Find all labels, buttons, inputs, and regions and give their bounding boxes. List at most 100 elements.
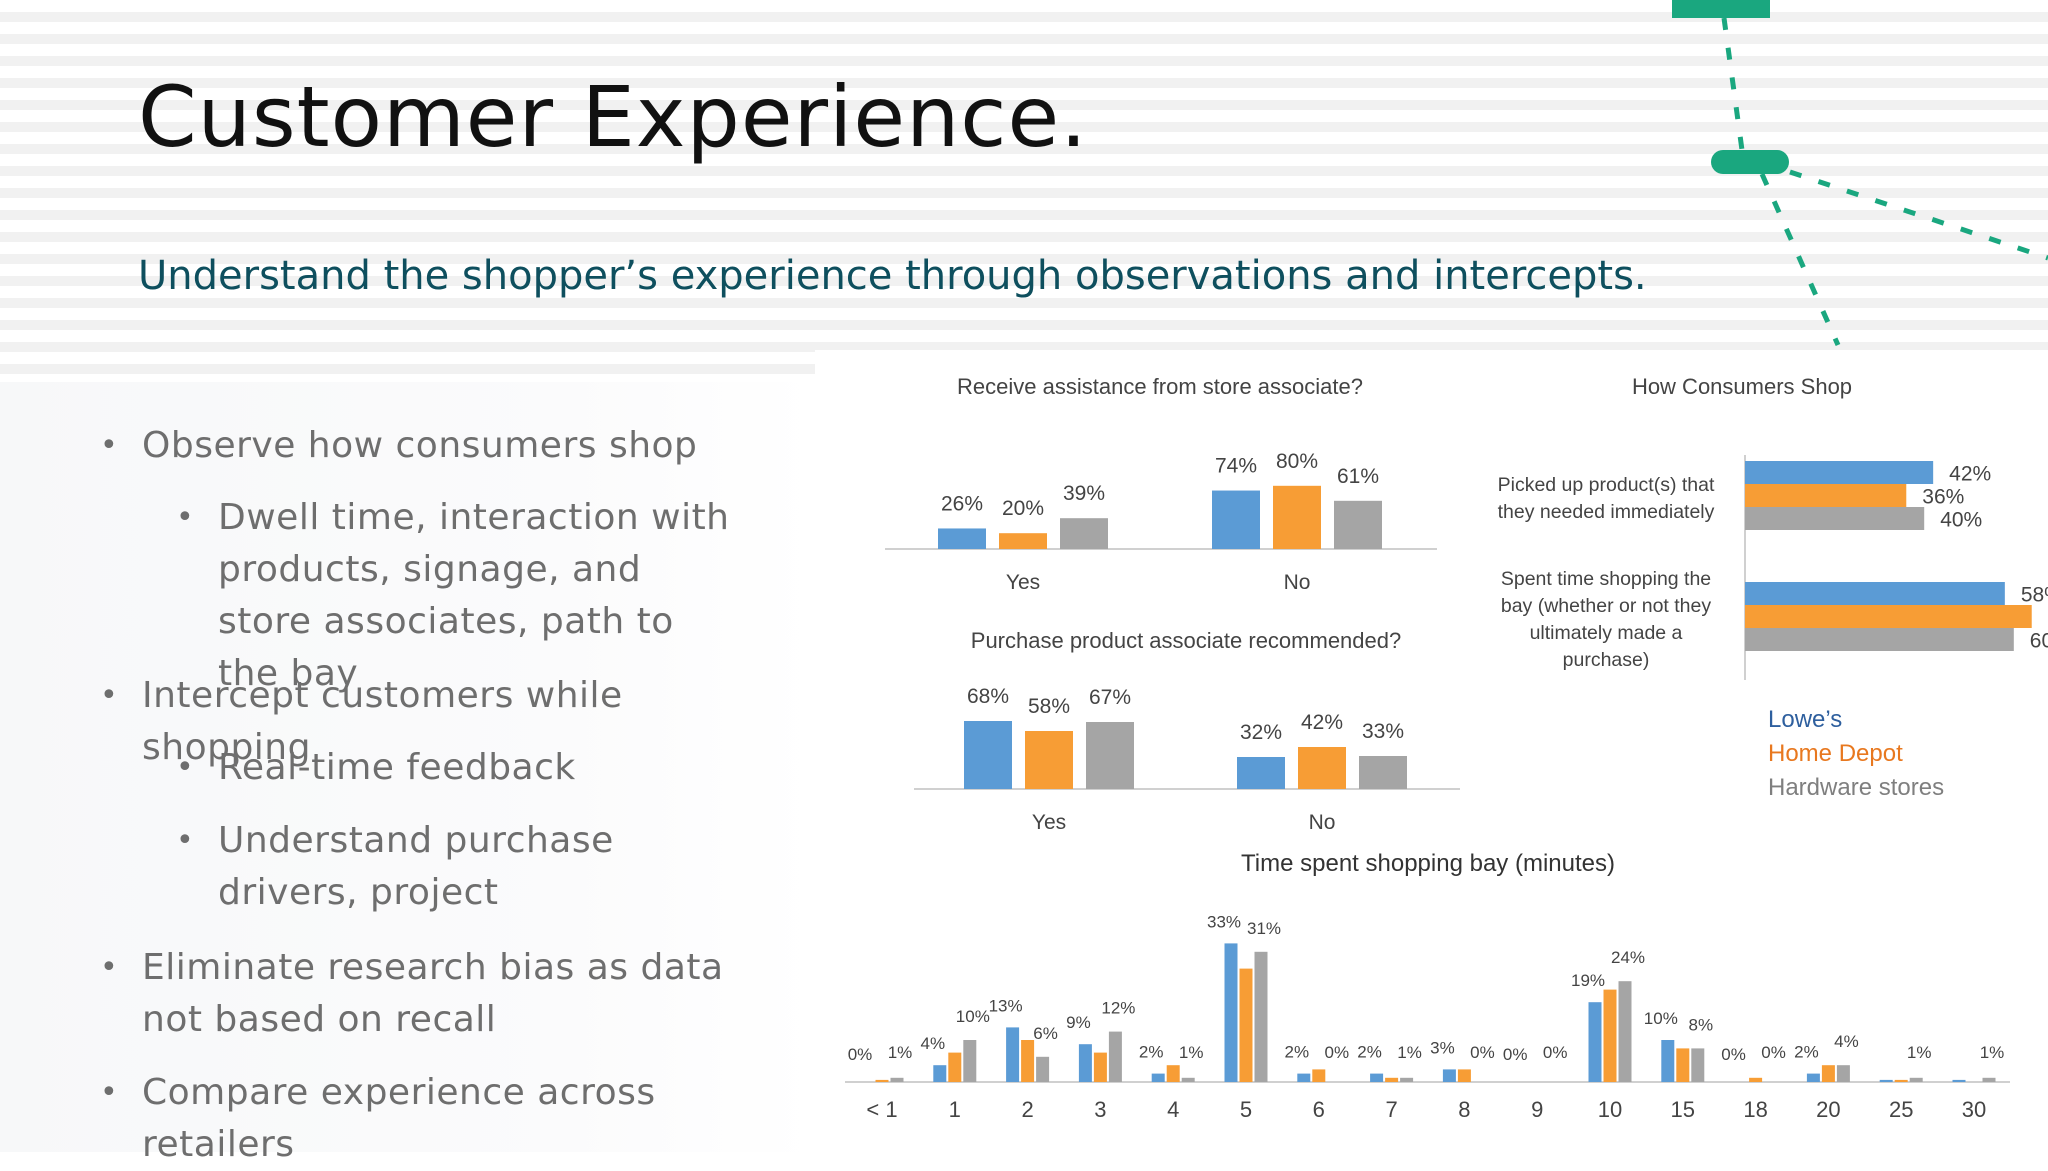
data-label: 4% [921,1034,946,1053]
bar [1458,1069,1471,1082]
category-label: 8 [1458,1097,1470,1122]
bar [1152,1074,1165,1082]
category-label: 2 [1021,1097,1033,1122]
bar [1237,757,1285,789]
bar [1661,1040,1674,1082]
bar [1094,1053,1107,1082]
bar [1212,491,1260,549]
bar [1745,507,1924,530]
data-label: 9% [1066,1013,1091,1032]
data-label: 40% [1940,509,1982,532]
chart-title: How Consumers Shop [1632,374,1852,399]
bar [1895,1080,1908,1082]
bar [1240,969,1253,1082]
bar [1297,1074,1310,1082]
category-label: 10 [1598,1097,1622,1122]
bar [1086,722,1134,789]
data-label: 67% [1089,686,1131,709]
bar [1385,1078,1398,1082]
bar [1060,518,1108,549]
category-label: 25 [1889,1097,1913,1122]
data-label: 19% [1571,971,1605,990]
data-label: 61% [1337,465,1379,488]
category-label: they needed immediately [1498,501,1715,523]
category-label: 3 [1094,1097,1106,1122]
legend-entry: Lowe’s [1768,706,1842,733]
bar [1006,1027,1019,1082]
data-label: 32% [1240,721,1282,744]
data-label: 0% [848,1045,873,1064]
chart-title: Receive assistance from store associate? [957,374,1363,399]
bar [1745,605,2032,628]
bar [1225,943,1238,1082]
data-label: 0% [1325,1043,1350,1062]
bar [1021,1040,1034,1082]
data-label: 1% [1179,1043,1204,1062]
data-label: 31% [1247,919,1281,938]
bar [1691,1048,1704,1082]
data-label: 8% [1689,1015,1714,1034]
bar [1273,486,1321,549]
bar [1837,1065,1850,1082]
bar [1880,1080,1893,1082]
data-label: 3% [1430,1038,1455,1057]
category-label: 20 [1816,1097,1840,1122]
bar [1822,1065,1835,1082]
category-label: Picked up product(s) that [1498,474,1715,496]
category-label: 30 [1962,1097,1986,1122]
bar [1745,461,1933,484]
category-label: No [1309,811,1336,834]
data-label: 58% [2021,584,2048,607]
bar [1036,1057,1049,1082]
category-label: Yes [1032,811,1066,834]
bar [1370,1074,1383,1082]
data-label: 10% [1644,1009,1678,1028]
legend-entry: Hardware stores [1768,774,1944,801]
category-label: purchase) [1563,649,1650,671]
data-label: 1% [888,1043,913,1062]
bar [1400,1078,1413,1082]
bar [999,533,1047,549]
data-label: 80% [1276,450,1318,473]
category-label: 7 [1385,1097,1397,1122]
data-label: 13% [989,996,1023,1015]
category-label: 15 [1671,1097,1695,1122]
bar [1676,1048,1689,1082]
bar [964,721,1012,789]
data-label: 68% [967,685,1009,708]
bar [1745,484,1906,507]
bar [1619,981,1632,1082]
category-label: Yes [1006,571,1040,594]
bar [1182,1078,1195,1082]
data-label: 0% [1721,1045,1746,1064]
bar [891,1078,904,1082]
data-label: 58% [1028,695,1070,718]
data-label: 1% [1907,1043,1932,1062]
chart-title: Purchase product associate recommended? [971,628,1401,653]
category-label: ultimately made a [1530,622,1683,644]
data-label: 6% [1033,1024,1058,1043]
bar [1109,1032,1122,1082]
data-label: 2% [1139,1043,1164,1062]
chart-title: Time spent shopping bay (minutes) [1241,850,1615,877]
data-label: 10% [956,1007,990,1026]
data-label: 12% [1101,999,1135,1018]
data-label: 0% [1470,1043,1495,1062]
bar [1604,990,1617,1082]
bar [1983,1078,1996,1082]
category-label: 1 [949,1097,961,1122]
bar [1443,1069,1456,1082]
legend-entry: Home Depot [1768,740,1903,767]
data-label: 20% [1002,497,1044,520]
bar [963,1040,976,1082]
bar [933,1065,946,1082]
data-label: 33% [1362,720,1404,743]
bar [1359,756,1407,789]
data-label: 0% [1503,1045,1528,1064]
bar [1745,628,2014,651]
data-label: 24% [1611,948,1645,967]
data-label: 42% [1301,711,1343,734]
data-label: 2% [1285,1043,1310,1062]
bar [1745,582,2005,605]
